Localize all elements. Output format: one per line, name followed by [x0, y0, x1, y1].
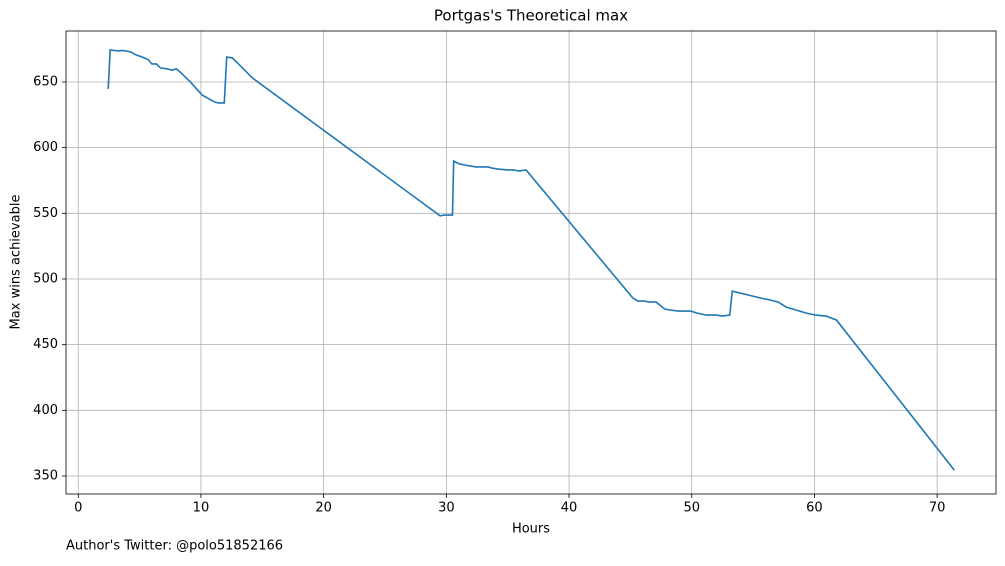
- line-series: [107, 49, 955, 471]
- chart-title: Portgas's Theoretical max: [434, 7, 628, 25]
- x-tick-label: 40: [561, 501, 578, 516]
- y-tick-label: 600: [33, 140, 58, 155]
- y-tick-label: 550: [33, 206, 58, 221]
- x-tick-label: 10: [193, 501, 210, 516]
- x-tick-label: 50: [683, 501, 700, 516]
- x-tick-label: 70: [929, 501, 946, 516]
- y-axis-label: Max wins achievable: [9, 195, 24, 330]
- y-tick-label: 450: [33, 337, 58, 352]
- y-tick-label: 500: [33, 271, 58, 286]
- annotation: Author's Twitter: @polo51852166: [66, 539, 283, 554]
- x-tick-label: 60: [806, 501, 823, 516]
- x-axis-label: Hours: [512, 522, 550, 537]
- y-tick-label: 400: [33, 403, 58, 418]
- y-tick-label: 350: [33, 469, 58, 484]
- x-tick-label: 0: [74, 501, 82, 516]
- plot-frame: [65, 30, 997, 495]
- x-tick-label: 20: [315, 501, 332, 516]
- x-tick-label: 30: [438, 501, 455, 516]
- y-tick-label: 650: [33, 74, 58, 89]
